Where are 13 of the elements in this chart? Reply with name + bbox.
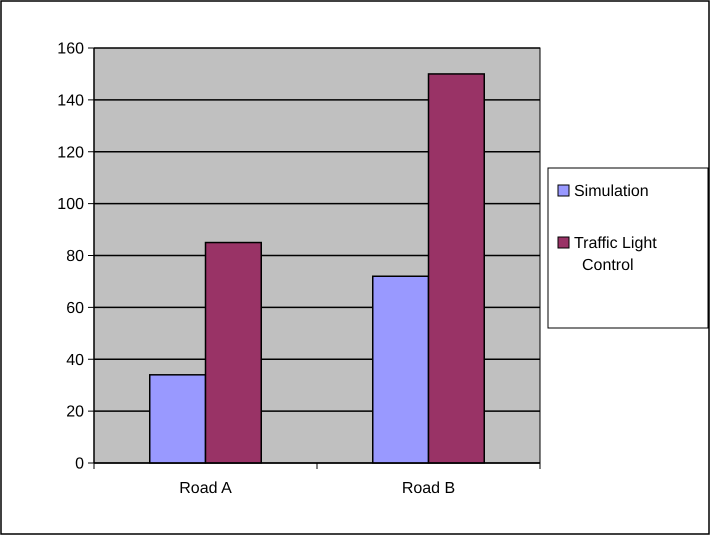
y-tick-label: 140 (57, 92, 84, 110)
legend-label: Simulation (574, 183, 649, 200)
y-tick-label: 40 (66, 352, 84, 369)
y-tick-label: 160 (57, 40, 84, 58)
y-tick-label: 100 (57, 196, 84, 214)
y-tick-label: 0 (75, 456, 84, 473)
legend-label: Traffic Light Control (574, 235, 658, 274)
y-tick-label: 120 (57, 144, 84, 162)
x-tick-label: Road A (179, 480, 232, 497)
y-tick-label: 20 (66, 404, 84, 421)
x-tick-label: Road B (402, 480, 456, 497)
y-tick-label: 80 (66, 248, 84, 266)
y-tick-label: 60 (66, 300, 84, 317)
